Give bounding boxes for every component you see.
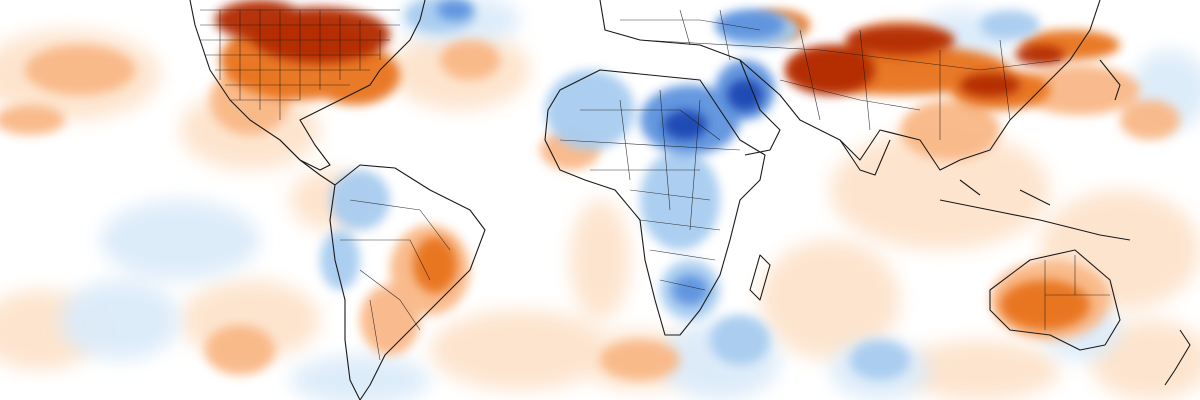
india-coast (839, 139, 891, 176)
eurasia-borders (620, 9, 1061, 140)
new-zealand-coast (1164, 329, 1191, 386)
south-america-borders (340, 199, 451, 361)
usa-grid (200, 9, 400, 120)
eurasia-coast (599, 0, 1101, 171)
africa-borders (559, 89, 741, 291)
coastlines (189, 0, 1191, 400)
strong-cool-field (663, 79, 763, 140)
africa-coast (544, 69, 766, 336)
central-america-coast (279, 139, 336, 186)
australia-coast (989, 249, 1121, 351)
arabia-coast (739, 59, 781, 156)
southeast-asia-islands (939, 179, 1131, 241)
australia-borders (1044, 255, 1110, 330)
madagascar-coast (749, 254, 771, 301)
south-america-coast (329, 164, 486, 400)
japan-coast (1099, 59, 1121, 101)
political-borders (200, 9, 1110, 361)
